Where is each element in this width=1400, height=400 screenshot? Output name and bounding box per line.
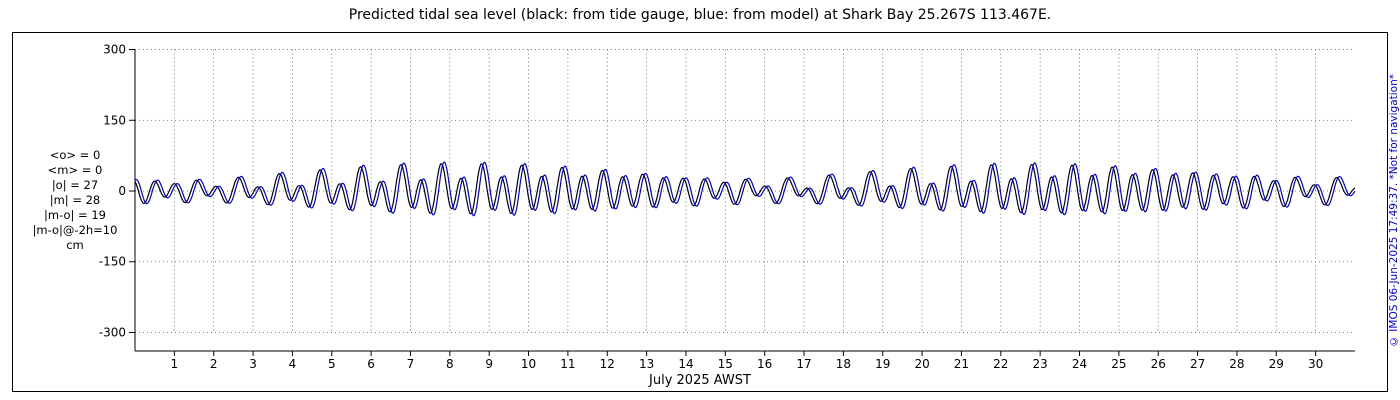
svg-text:7: 7 [407, 357, 415, 371]
stat-line-mean-model: <m> = 0 [47, 163, 103, 177]
svg-text:-300: -300 [99, 325, 126, 339]
svg-text:1: 1 [171, 357, 179, 371]
svg-text:8: 8 [446, 357, 454, 371]
svg-text:23: 23 [1033, 357, 1048, 371]
stat-line-misfit-lag: |m-o|@-2h=10 [32, 223, 118, 237]
svg-text:12: 12 [600, 357, 615, 371]
svg-text:17: 17 [796, 357, 811, 371]
stats-annotation: <o> = 0 <m> = 0 |o| = 27 |m| = 28 |m-o| … [17, 148, 133, 253]
svg-text:26: 26 [1151, 357, 1166, 371]
svg-text:25: 25 [1111, 357, 1126, 371]
svg-text:29: 29 [1269, 357, 1284, 371]
svg-text:19: 19 [875, 357, 890, 371]
svg-text:300: 300 [103, 43, 126, 57]
svg-text:10: 10 [521, 357, 536, 371]
svg-text:6: 6 [367, 357, 375, 371]
svg-text:3: 3 [249, 357, 257, 371]
svg-text:22: 22 [993, 357, 1008, 371]
stat-line-misfit: |m-o| = 19 [44, 208, 106, 222]
x-axis-label: July 2025 AWST [649, 373, 751, 388]
svg-text:21: 21 [954, 357, 969, 371]
copyright-watermark: © IMOS 06-Jun-2025 17:49:37. *Not for na… [1387, 32, 1400, 390]
svg-text:28: 28 [1229, 357, 1244, 371]
svg-text:-150: -150 [99, 255, 126, 269]
svg-text:150: 150 [103, 113, 126, 127]
stat-line-abs-obs: |o| = 27 [51, 178, 99, 192]
svg-text:4: 4 [289, 357, 297, 371]
svg-text:27: 27 [1190, 357, 1205, 371]
stat-line-mean-obs: <o> = 0 [49, 148, 101, 162]
watermark-text: © IMOS 06-Jun-2025 17:49:37. *Not for na… [1387, 74, 1400, 348]
svg-text:14: 14 [678, 357, 693, 371]
svg-text:5: 5 [328, 357, 336, 371]
svg-text:16: 16 [757, 357, 772, 371]
svg-text:15: 15 [718, 357, 733, 371]
svg-text:13: 13 [639, 357, 654, 371]
svg-text:2: 2 [210, 357, 218, 371]
chart-title: Predicted tidal sea level (black: from t… [348, 7, 1052, 23]
stat-line-abs-model: |m| = 28 [49, 193, 101, 207]
svg-text:24: 24 [1072, 357, 1087, 371]
svg-text:18: 18 [836, 357, 851, 371]
svg-text:20: 20 [914, 357, 929, 371]
svg-text:0: 0 [118, 184, 126, 198]
svg-text:9: 9 [485, 357, 493, 371]
plot-frame: 300 150 0 -150 -300 1 2 3 4 5 6 7 8 9 10 11 12 13 14 15 16 17… [12, 32, 1388, 392]
stat-line-units: cm [66, 238, 84, 252]
svg-text:11: 11 [560, 357, 575, 371]
svg-text:30: 30 [1308, 357, 1323, 371]
